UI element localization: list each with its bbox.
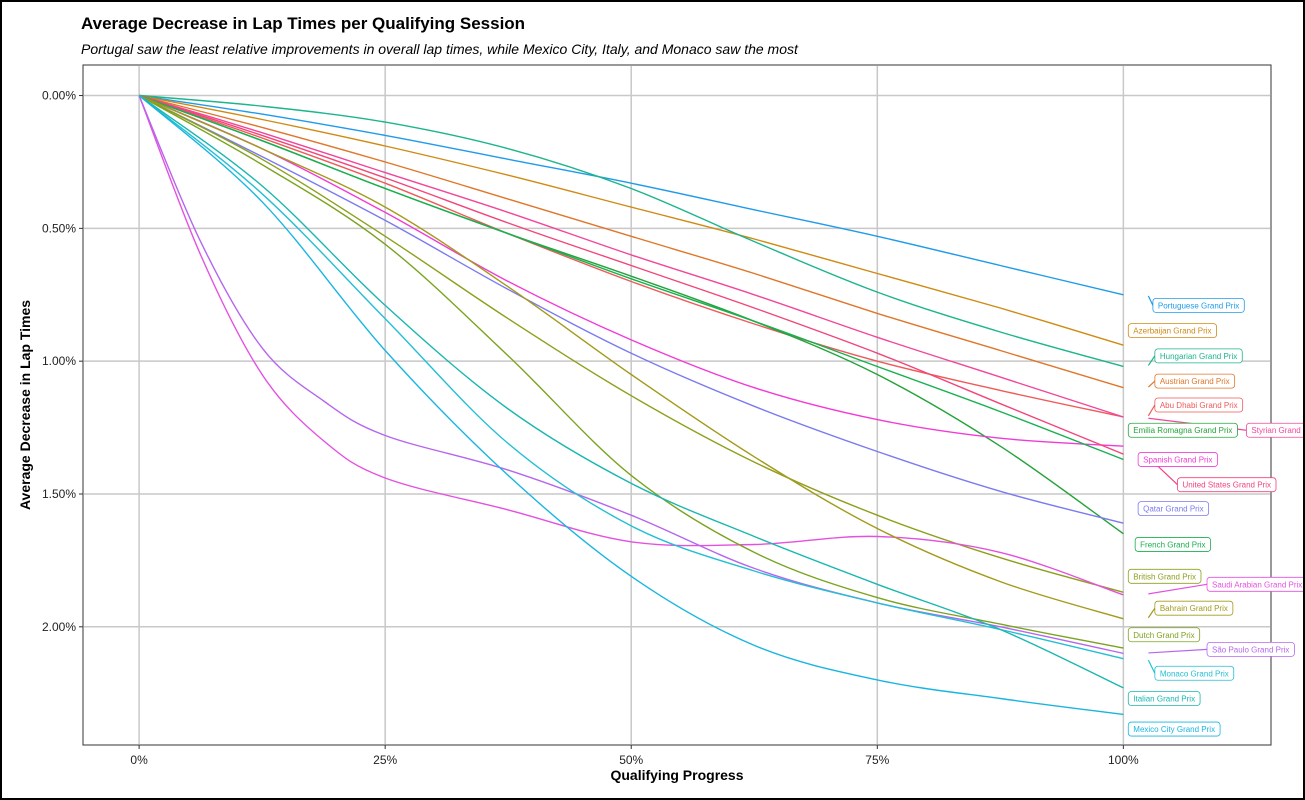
svg-text:Spanish Grand Prix: Spanish Grand Prix: [1143, 455, 1212, 464]
series-label-styrian-grand-prix: Styrian Grand Prix: [1245, 422, 1303, 438]
y-tick-label: 1.00%: [42, 354, 76, 368]
x-tick-label: 100%: [1108, 753, 1139, 767]
series-line-italian-grand-prix: [138, 94, 1124, 689]
x-tick-label: 25%: [373, 753, 397, 767]
chart-title: Average Decrease in Lap Times per Qualif…: [81, 14, 525, 33]
svg-text:French Grand Prix: French Grand Prix: [1140, 540, 1205, 549]
svg-text:Dutch Grand Prix: Dutch Grand Prix: [1133, 631, 1194, 640]
series-label-austrian-grand-prix: Austrian Grand Prix: [1154, 373, 1236, 389]
series-line-abu-dhabi-grand-prix: [138, 94, 1124, 418]
series-line-styrian-grand-prix: [138, 94, 1124, 418]
leader-portuguese-grand-prix: [1147, 295, 1154, 306]
series-label-hungarian-grand-prix: Hungarian Grand Prix: [1154, 348, 1243, 364]
svg-text:Monaco Grand Prix: Monaco Grand Prix: [1160, 669, 1229, 678]
series-label-emilia-romagna-grand-prix: Emilia Romagna Grand Prix: [1127, 422, 1238, 438]
series-line-saudi-arabian-grand-prix: [138, 95, 1124, 596]
series-label-azerbaijan-grand-prix: Azerbaijan Grand Prix: [1127, 323, 1217, 339]
svg-text:Hungarian Grand Prix: Hungarian Grand Prix: [1160, 352, 1237, 361]
svg-text:Bahrain Grand Prix: Bahrain Grand Prix: [1160, 604, 1228, 613]
svg-text:Austrian Grand Prix: Austrian Grand Prix: [1160, 377, 1230, 386]
series-line-bahrain-grand-prix: [138, 94, 1124, 620]
gridlines: [84, 66, 1270, 744]
leader-monaco-grand-prix: [1147, 659, 1156, 674]
series-line-azerbaijan-grand-prix: [138, 94, 1124, 346]
series-line-austrian-grand-prix: [138, 94, 1124, 389]
x-axis-title: Qualifying Progress: [610, 767, 743, 783]
svg-text:Mexico City Grand Prix: Mexico City Grand Prix: [1133, 725, 1215, 734]
svg-text:Portuguese Grand Prix: Portuguese Grand Prix: [1158, 301, 1239, 310]
y-tick-label: 1.50%: [42, 487, 76, 501]
svg-text:Azerbaijan Grand Prix: Azerbaijan Grand Prix: [1133, 327, 1211, 336]
leader-bahrain-grand-prix: [1147, 607, 1156, 619]
leader-sao-paulo-grand-prix: [1148, 648, 1208, 654]
series-label-spanish-grand-prix: Spanish Grand Prix: [1137, 452, 1218, 467]
series-label-italian-grand-prix: Italian Grand Prix: [1127, 691, 1201, 706]
x-axis-ticks: 0% 25% 50% 75% 100%: [130, 745, 1139, 767]
series-label-british-grand-prix: British Grand Prix: [1127, 568, 1202, 584]
svg-text:Styrian Grand Prix: Styrian Grand Prix: [1251, 426, 1303, 435]
series-label-french-grand-prix: French Grand Prix: [1134, 537, 1211, 552]
series-label-monaco-grand-prix: Monaco Grand Prix: [1154, 665, 1235, 681]
y-tick-label: 0.00%: [42, 89, 76, 103]
svg-text:Abu Dhabi Grand Prix: Abu Dhabi Grand Prix: [1160, 401, 1238, 410]
series-line-mexico-city-grand-prix: [138, 94, 1124, 716]
leader-saudi-arabian-grand-prix: [1148, 583, 1208, 595]
series-line-qatar-grand-prix: [138, 94, 1124, 524]
series-label-abu-dhabi-grand-prix: Abu Dhabi Grand Prix: [1154, 397, 1244, 413]
series-label-qatar-grand-prix: Qatar Grand Prix: [1137, 501, 1210, 516]
svg-text:Italian Grand Prix: Italian Grand Prix: [1133, 695, 1195, 704]
series-label-saudi-arabian-grand-prix: Saudi Arabian Grand Prix: [1206, 576, 1303, 592]
series-line-spanish-grand-prix: [138, 94, 1124, 447]
svg-text:United States Grand Prix: United States Grand Prix: [1182, 481, 1270, 490]
leader-abu-dhabi-grand-prix: [1147, 404, 1156, 417]
x-tick-label: 50%: [619, 753, 643, 767]
leader-hungarian-grand-prix: [1147, 355, 1156, 366]
series-line-french-grand-prix: [138, 94, 1124, 461]
x-tick-label: 75%: [865, 753, 889, 767]
series-line-portuguese-grand-prix: [138, 94, 1124, 296]
y-axis-ticks: 0.00% 0.50% 1.00% 1.50% 2.00%: [42, 89, 83, 634]
svg-text:Saudi Arabian Grand Prix: Saudi Arabian Grand Prix: [1212, 580, 1302, 589]
svg-text:Qatar Grand Prix: Qatar Grand Prix: [1143, 505, 1203, 514]
y-tick-label: 2.00%: [42, 620, 76, 634]
series-line-monaco-grand-prix: [138, 94, 1124, 660]
series-labels: Portuguese Grand Prix Azerbaijan Grand Pr…: [1127, 297, 1303, 737]
series-label-mexico-city-grand-prix: Mexico City Grand Prix: [1127, 721, 1221, 737]
series-label-portuguese-grand-prix: Portuguese Grand Prix: [1152, 297, 1245, 313]
series-line-dutch-grand-prix: [138, 94, 1124, 649]
y-tick-label: 0.50%: [42, 221, 76, 235]
series-line-united-states-grand-prix: [138, 94, 1124, 455]
y-axis-title: Average Decrease in Lap Times: [17, 300, 33, 510]
x-tick-label: 0%: [130, 753, 148, 767]
chart-subtitle: Portugal saw the least relative improvem…: [81, 41, 799, 57]
series-label-sao-paulo-grand-prix: São Paulo Grand Prix: [1206, 641, 1295, 657]
svg-text:Emilia Romagna Grand Prix: Emilia Romagna Grand Prix: [1133, 426, 1232, 435]
leader-austrian-grand-prix: [1147, 380, 1156, 388]
series-label-bahrain-grand-prix: Bahrain Grand Prix: [1154, 600, 1234, 616]
series-line-hungarian-grand-prix: [139, 94, 1124, 368]
series-lines: [138, 94, 1124, 716]
svg-text:British Grand Prix: British Grand Prix: [1133, 572, 1196, 581]
plot-panel: [82, 64, 1272, 746]
series-label-dutch-grand-prix: Dutch Grand Prix: [1127, 627, 1201, 643]
series-label-united-states-grand-prix: United States Grand Prix: [1177, 477, 1277, 493]
svg-text:São Paulo Grand Prix: São Paulo Grand Prix: [1212, 645, 1289, 654]
